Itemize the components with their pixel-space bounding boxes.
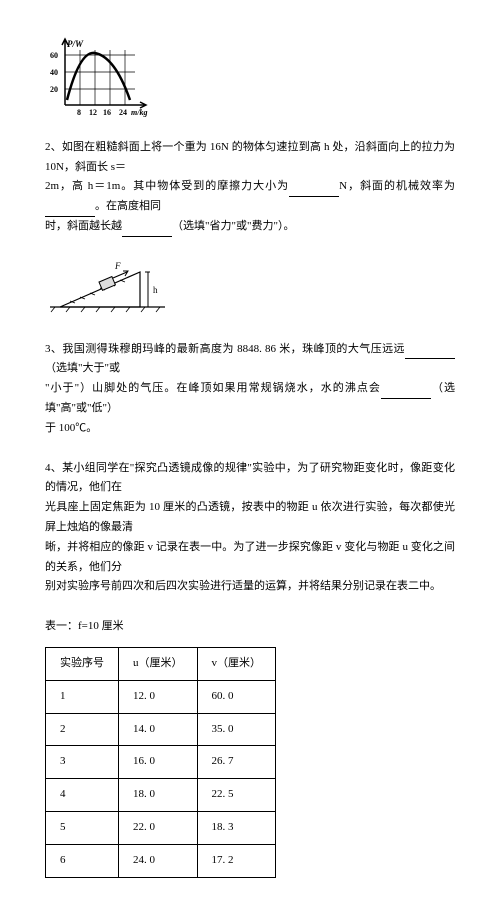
table-row: 6 24. 0 17. 2 bbox=[46, 844, 276, 877]
q2-text-e: （选填"省力"或"费力"）。 bbox=[172, 220, 294, 232]
table-row: 4 18. 0 22. 5 bbox=[46, 779, 276, 812]
q2-text-c: 。在高度相同 bbox=[95, 200, 161, 212]
cell: 3 bbox=[46, 746, 119, 779]
xtick-24: 24 bbox=[119, 108, 127, 117]
q3-b: （选填"大于"或 bbox=[45, 362, 120, 374]
cell: 6 bbox=[46, 844, 119, 877]
q4-l4: 别对实验序号前四次和后四次实验进行适量的运算，并将结果分别记录在表二中。 bbox=[45, 580, 441, 592]
cell: 22. 5 bbox=[197, 779, 276, 812]
col-u: u（厘米） bbox=[119, 647, 198, 680]
chart-xlabel: m/kg bbox=[131, 108, 147, 117]
cell: 16. 0 bbox=[119, 746, 198, 779]
blank-pressure bbox=[405, 346, 455, 359]
q3-a: 3、我国测得珠穆朗玛峰的最新高度为 8848. 86 米，珠峰顶的大气压远远 bbox=[45, 343, 405, 355]
cell: 17. 2 bbox=[197, 844, 276, 877]
cell: 35. 0 bbox=[197, 713, 276, 746]
cell: 2 bbox=[46, 713, 119, 746]
q3-c: "小于"）山脚处的气压。在峰顶如果用常规锅烧水，水的沸点会 bbox=[45, 382, 381, 394]
cell: 1 bbox=[46, 680, 119, 713]
table-row: 2 14. 0 35. 0 bbox=[46, 713, 276, 746]
blank-boiling bbox=[381, 386, 431, 399]
q3-e: 于 100℃。 bbox=[45, 422, 97, 434]
q2-text-a: 2、如图在粗糙斜面上将一个重为 16N 的物体匀速拉到高 h 处，沿斜面向上的拉… bbox=[45, 141, 455, 173]
cell: 18. 3 bbox=[197, 811, 276, 844]
question-3: 3、我国测得珠穆朗玛峰的最新高度为 8848. 86 米，珠峰顶的大气压远远 （选… bbox=[45, 340, 455, 439]
ytick-60: 60 bbox=[50, 51, 58, 60]
table-header-row: 实验序号 u（厘米） v（厘米） bbox=[46, 647, 276, 680]
ytick-40: 40 bbox=[50, 68, 58, 77]
q4-l2: 光具座上固定焦距为 10 厘米的凸透镜，按表中的物距 u 依次进行实验，每次都使… bbox=[45, 501, 455, 533]
cell: 5 bbox=[46, 811, 119, 844]
chart-ylabel: P/W bbox=[67, 39, 84, 49]
cell: 24. 0 bbox=[119, 844, 198, 877]
q4-l1: 4、某小组同学在"探究凸透镜成像的规律"实验中，为了研究物距变化时，像距变化的情… bbox=[45, 462, 455, 494]
xtick-8: 8 bbox=[77, 108, 81, 117]
cell: 18. 0 bbox=[119, 779, 198, 812]
col-v: v（厘米） bbox=[197, 647, 276, 680]
question-2: 2、如图在粗糙斜面上将一个重为 16N 的物体匀速拉到高 h 处，沿斜面向上的拉… bbox=[45, 138, 455, 237]
cell: 4 bbox=[46, 779, 119, 812]
table-row: 5 22. 0 18. 3 bbox=[46, 811, 276, 844]
height-label: h bbox=[153, 285, 158, 295]
question-4: 4、某小组同学在"探究凸透镜成像的规律"实验中，为了研究物距变化时，像距变化的情… bbox=[45, 459, 455, 598]
cell: 60. 0 bbox=[197, 680, 276, 713]
blank-effort bbox=[122, 224, 172, 237]
ytick-20: 20 bbox=[50, 85, 58, 94]
force-label: F bbox=[114, 261, 121, 271]
table-row: 1 12. 0 60. 0 bbox=[46, 680, 276, 713]
q2-text-b: 2m，高 h＝1m。其中物体受到的摩擦力大小为 bbox=[45, 180, 289, 192]
experiment-table: 实验序号 u（厘米） v（厘米） 1 12. 0 60. 0 2 14. 0 3… bbox=[45, 647, 276, 878]
xtick-16: 16 bbox=[103, 108, 111, 117]
power-mass-chart: P/W 60 40 20 8 12 16 24 m/kg bbox=[45, 35, 455, 128]
q4-l3: 晰，并将相应的像距 v 记录在表一中。为了进一步探究像距 v 变化与物距 u 变… bbox=[45, 541, 455, 573]
cell: 14. 0 bbox=[119, 713, 198, 746]
cell: 22. 0 bbox=[119, 811, 198, 844]
col-seq: 实验序号 bbox=[46, 647, 119, 680]
table-row: 3 16. 0 26. 7 bbox=[46, 746, 276, 779]
blank-friction bbox=[289, 184, 339, 197]
cell: 12. 0 bbox=[119, 680, 198, 713]
q2-unit1: N，斜面的机械效率为 bbox=[339, 180, 455, 192]
cell: 26. 7 bbox=[197, 746, 276, 779]
xtick-12: 12 bbox=[89, 108, 97, 117]
table-title: 表一：f=10 厘米 bbox=[45, 617, 455, 637]
incline-diagram: F h bbox=[45, 257, 455, 325]
blank-efficiency bbox=[45, 204, 95, 217]
q2-text-d: 时，斜面越长越 bbox=[45, 220, 122, 232]
